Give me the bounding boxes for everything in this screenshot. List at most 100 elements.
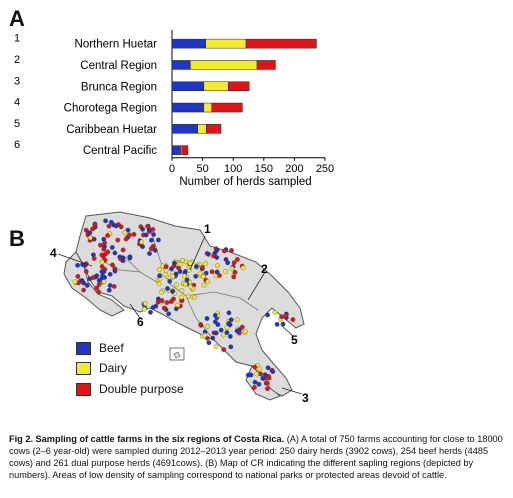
bar-segment: [171, 124, 198, 134]
farm-dot-beef: [94, 273, 100, 279]
bar-segment: [197, 124, 207, 134]
farm-dot-beef: [96, 278, 102, 283]
map-drawing: 1 2 3 4 5 6: [50, 211, 309, 405]
category-label: Brunca Region: [81, 81, 157, 93]
farm-dot-double-purpose: [265, 386, 270, 392]
farm-dot-double-purpose: [81, 287, 86, 293]
legend-swatch-dairy: [76, 361, 91, 375]
farm-dot-dairy: [174, 282, 179, 288]
farm-dot-double-purpose: [252, 364, 258, 370]
farm-dot-dairy: [205, 279, 211, 284]
farm-dot-beef: [112, 268, 118, 274]
farm-dot-double-purpose: [155, 299, 161, 305]
farm-dot-double-purpose: [96, 289, 102, 295]
farm-dot-beef: [214, 269, 220, 275]
farm-dot-beef: [248, 372, 254, 378]
farm-dot-dairy: [215, 263, 220, 268]
farm-dot-double-purpose: [232, 269, 238, 275]
farm-dot-beef: [265, 365, 271, 371]
bar-segment: [245, 38, 317, 49]
farm-dot-dairy: [187, 260, 193, 266]
farm-dot-dairy: [159, 289, 165, 295]
farm-dot-beef: [112, 250, 118, 256]
caption-title: Fig 2. Sampling of cattle farms in the s…: [9, 434, 285, 444]
bar-segment: [171, 102, 205, 113]
farm-dot-beef: [262, 372, 268, 378]
farm-dot-double-purpose: [102, 240, 107, 246]
farm-dot-beef: [212, 319, 218, 325]
farm-dot-double-purpose: [105, 233, 110, 238]
farm-dot-beef: [234, 328, 240, 334]
farm-dot-double-purpose: [231, 274, 237, 280]
farm-dot-double-purpose: [145, 223, 150, 229]
bar-segment: [171, 81, 205, 91]
farm-dot-beef: [170, 289, 175, 294]
farm-dot-dairy: [272, 310, 278, 315]
x-tick-label: 200: [285, 163, 303, 175]
farm-dot-double-purpose: [75, 274, 81, 279]
farm-dot-dairy: [177, 261, 183, 267]
farm-dot-dairy: [122, 230, 128, 236]
region-label-2: 2: [261, 262, 268, 276]
farm-dot-double-purpose: [229, 248, 234, 253]
farm-dot-beef: [143, 232, 149, 238]
farm-dot-double-purpose: [90, 226, 95, 232]
farm-dot-beef: [140, 226, 146, 232]
legend-label-beef: Beef: [99, 341, 124, 355]
farm-dot-dairy: [203, 261, 209, 267]
farm-dot-beef: [225, 260, 231, 266]
farm-dot-double-purpose: [290, 317, 296, 322]
farm-dot-dairy: [175, 302, 181, 308]
farm-dot-beef: [84, 283, 90, 288]
caption-text: (A) A total of 750 farms accounting for …: [9, 434, 503, 480]
farm-dot-beef: [148, 309, 153, 315]
farm-dot-double-purpose: [148, 246, 154, 252]
farm-dot-dairy: [229, 266, 235, 271]
farm-dot-beef: [270, 369, 276, 374]
row-number: 5: [14, 118, 20, 130]
farm-dot-beef: [152, 247, 158, 253]
farm-dot-dairy: [156, 281, 162, 287]
farm-dot-beef: [156, 237, 161, 243]
farm-dot-beef: [214, 247, 220, 253]
farm-dot-double-purpose: [159, 298, 165, 303]
farm-dot-double-purpose: [252, 385, 257, 390]
farm-dot-beef: [227, 334, 233, 339]
farm-dot-beef: [173, 271, 179, 277]
row-number: 4: [14, 97, 20, 109]
farm-dot-beef: [166, 311, 172, 317]
bar-segment: [190, 60, 258, 70]
farm-dot-double-purpose: [94, 285, 100, 291]
farm-dot-double-purpose: [127, 232, 132, 238]
x-tick-label: 250: [316, 163, 334, 175]
category-label: Caribbean Huetar: [66, 124, 157, 136]
farm-dot-beef: [101, 269, 107, 274]
farm-dot-dairy: [188, 284, 193, 290]
farm-dot-beef: [127, 255, 133, 261]
farm-dot-beef: [226, 310, 232, 316]
region-label-5: 5: [291, 333, 298, 347]
farm-dot-double-purpose: [131, 232, 137, 237]
farm-dot-double-purpose: [235, 257, 240, 262]
farm-dot-dairy: [182, 273, 187, 279]
farm-dot-double-purpose: [164, 300, 170, 305]
category-label: Central Region: [80, 60, 157, 72]
farm-dot-beef: [120, 255, 126, 261]
x-tick-label: 50: [196, 163, 208, 175]
legend-swatch-double-purpose: [76, 382, 91, 396]
farm-dot-double-purpose: [105, 249, 111, 255]
region-label-1: 1: [204, 222, 211, 236]
farm-dot-beef: [75, 262, 80, 268]
row-number: 3: [14, 75, 20, 87]
farm-dot-beef: [140, 244, 145, 249]
farm-dot-double-purpose: [264, 380, 270, 386]
bar-segment: [203, 81, 229, 91]
farm-dot-beef: [252, 379, 258, 385]
x-tick-label: 0: [169, 163, 175, 175]
farm-dot-beef: [149, 237, 154, 243]
farm-dot-beef: [113, 223, 119, 229]
farm-dot-dairy: [72, 279, 78, 285]
nicoya-peninsula-outline: [63, 251, 125, 317]
farm-dot-dairy: [197, 271, 203, 277]
farm-dot-dairy: [224, 325, 230, 331]
